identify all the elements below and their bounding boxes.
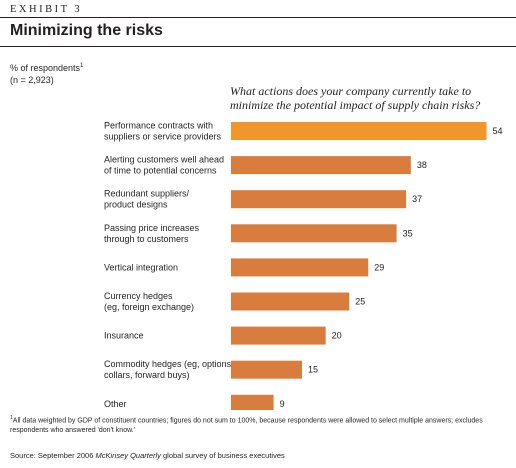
bar: [231, 156, 411, 175]
value-label: 15: [308, 365, 318, 375]
unit-label: % of respondents1 (n = 2,923): [10, 60, 83, 86]
bar-chart: Performance contracts with suppliers or s…: [104, 121, 503, 410]
value-label: 29: [374, 262, 384, 272]
bar: [231, 190, 407, 209]
source-prefix: Source: September 2006: [10, 451, 96, 460]
exhibit-number: EXHIBIT 3: [10, 4, 83, 15]
category-label: Vertical integration: [104, 262, 178, 272]
bar: [231, 360, 302, 379]
bar: [231, 326, 326, 345]
value-label: 20: [332, 331, 342, 341]
sample-size: (n = 2,923): [10, 75, 54, 85]
top-rule: [0, 17, 516, 18]
bar: [231, 258, 369, 277]
category-label: Performance contracts with suppliers or s…: [104, 121, 222, 142]
category-label: Commodity hedges (eg, options, collars, f…: [104, 359, 234, 380]
category-label: Other: [104, 399, 127, 409]
category-label: Redundant suppliers/product designs: [104, 189, 190, 210]
footnote: 1All data weighted by GDP of constituent…: [10, 414, 506, 435]
value-label: 35: [403, 228, 413, 238]
category-label: Insurance: [104, 331, 144, 341]
bar: [231, 224, 397, 243]
value-label: 38: [417, 160, 427, 170]
chart-question: What actions does your company currently…: [230, 84, 481, 112]
footnote-marker: 1: [10, 415, 13, 421]
value-label: 37: [412, 194, 422, 204]
source-line: Source: September 2006 McKinsey Quarterl…: [10, 451, 506, 460]
unit-footnote-marker: 1: [80, 63, 84, 69]
value-label: 9: [280, 399, 285, 409]
unit-text: % of respondents: [10, 63, 81, 73]
source-suffix: global survey of business executives: [160, 451, 285, 460]
title-rule: [0, 46, 516, 47]
category-label: Passing price increases through to custom…: [104, 223, 200, 244]
bar: [231, 394, 274, 410]
category-label: Alerting customers well ahead of time to …: [104, 155, 224, 176]
page-title: Minimizing the risks: [10, 22, 163, 39]
bar: [231, 292, 350, 311]
category-label: Currency hedges (eg, foreign exchange): [104, 291, 194, 312]
value-label: 25: [355, 297, 365, 307]
footnote-text: All data weighted by GDP of constituent …: [10, 417, 483, 434]
value-label: 54: [493, 126, 503, 136]
source-publication: McKinsey Quarterly: [95, 451, 161, 460]
bar: [231, 122, 487, 140]
